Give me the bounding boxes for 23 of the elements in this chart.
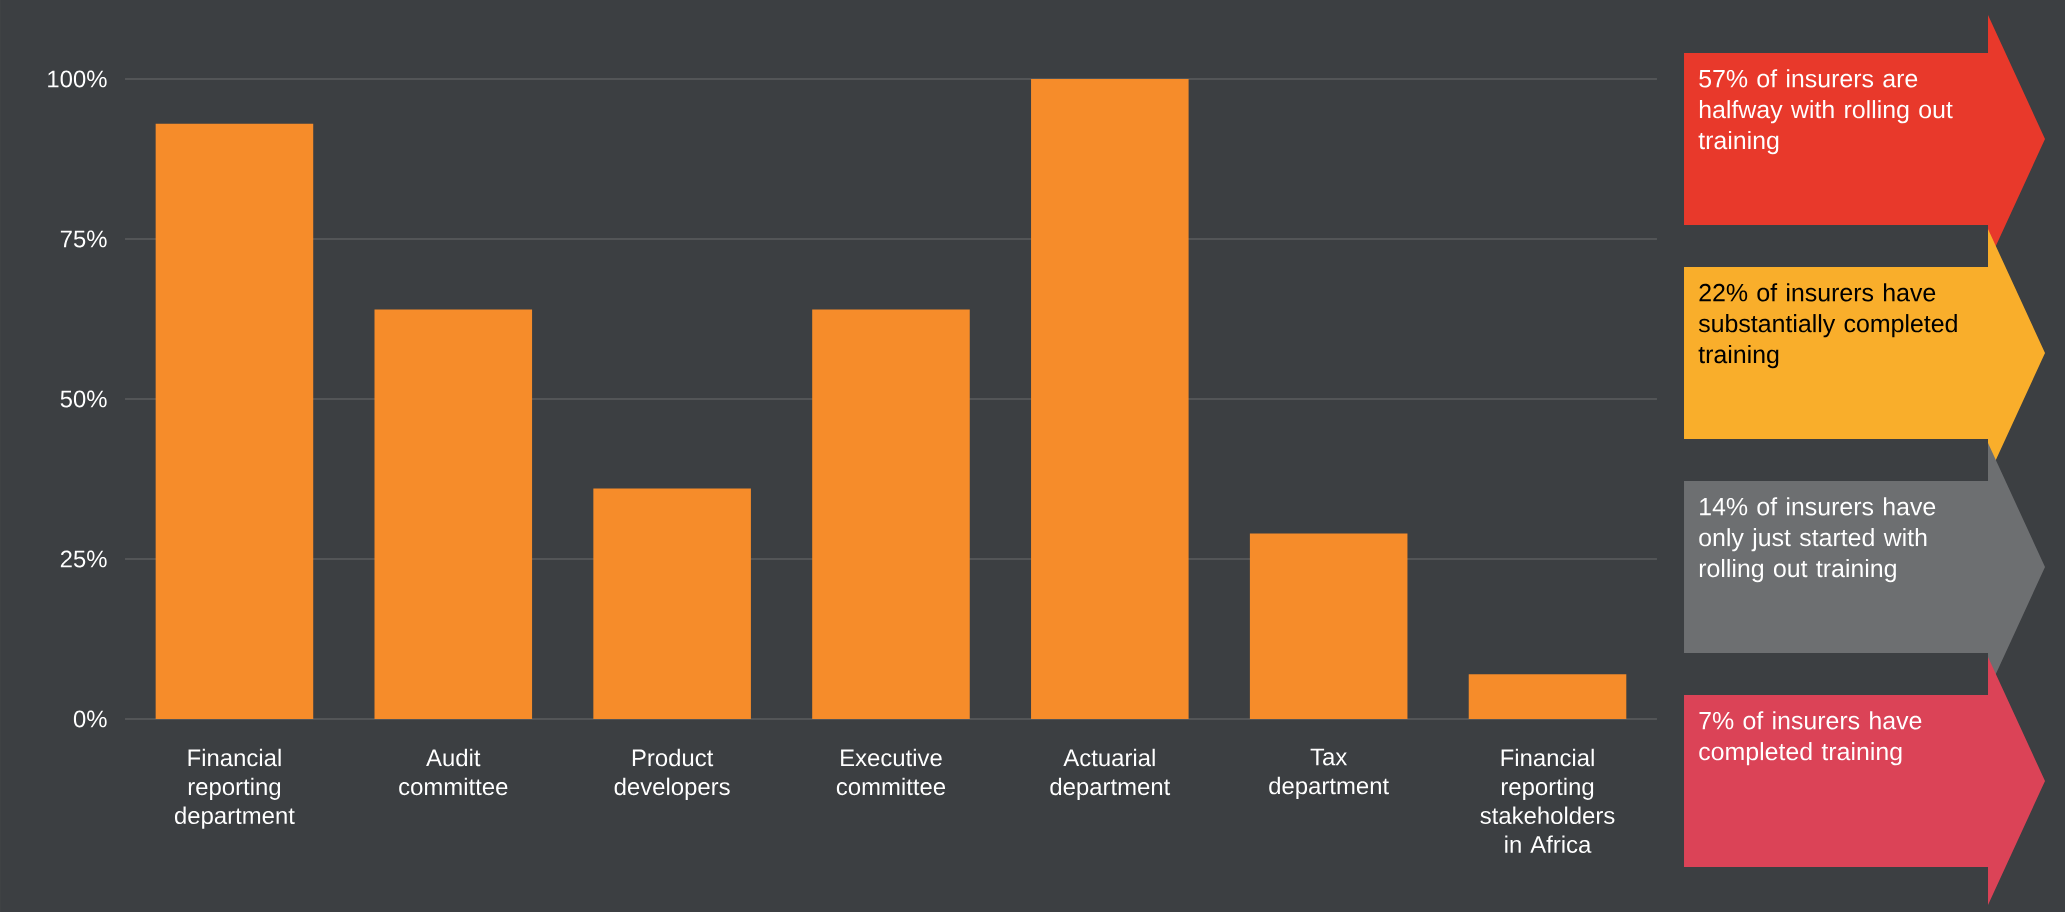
bar bbox=[1249, 533, 1408, 719]
text: 22% of insurers have substantially completed training bbox=[1698, 283, 1957, 369]
bar bbox=[593, 488, 751, 719]
x-tick-label: Financial reporting stakeholders in Africa bbox=[1480, 748, 1615, 853]
bar bbox=[155, 123, 314, 719]
x-tick-label: Audit committee bbox=[399, 748, 508, 796]
x-tick-label: Actuarial department bbox=[1050, 748, 1171, 800]
y-tick-label: 75% bbox=[60, 230, 107, 248]
x-tick-label: Executive committee bbox=[836, 748, 946, 796]
y-tick-label: 100% bbox=[48, 70, 107, 88]
text: 7% of insurers have completed training bbox=[1699, 711, 1922, 766]
y-tick-label: 50% bbox=[60, 390, 107, 408]
bar bbox=[1031, 78, 1189, 719]
text: 14% of insurers have only just started with rolling out training bbox=[1699, 497, 1936, 583]
bar bbox=[374, 309, 533, 719]
bar bbox=[1468, 674, 1627, 719]
y-tick-label: 0% bbox=[73, 710, 107, 728]
x-tick-label: Product developers bbox=[614, 748, 730, 800]
x-tick-label: Financial reporting department bbox=[174, 748, 295, 829]
text: 57% of insurers are halfway with rolling out training bbox=[1698, 69, 1953, 155]
bar bbox=[812, 309, 970, 719]
x-tick-label: Tax department bbox=[1269, 748, 1389, 800]
y-tick-label: 25% bbox=[60, 550, 107, 568]
